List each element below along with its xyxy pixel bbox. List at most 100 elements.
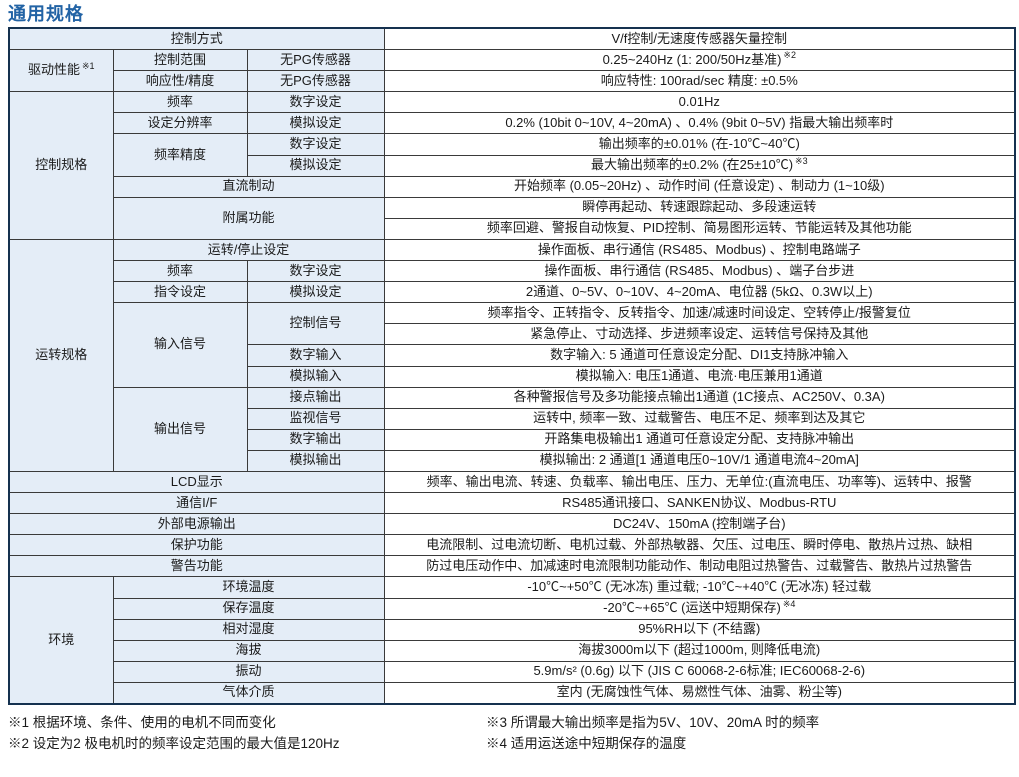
spec-label-cell: 设定分辨率 [112, 112, 248, 135]
spec-label-cell: 保护功能 [8, 534, 385, 557]
spec-value-cell: 防过电压动作中、加减速时电流限制功能动作、制动电阻过热警告、过载警告、散热片过热… [383, 555, 1016, 578]
spec-row: 数字输入 数字输入: 5 通道可任意设定分配、DI1支持脉冲输入 [9, 344, 1016, 367]
spec-row: 海拔 海拔3000m以下 (超过1000m, 则降低电流) [9, 639, 1016, 662]
spec-label-cell: 响应性/精度 [112, 70, 248, 93]
spec-value-cell: 操作面板、串行通信 (RS485、Modbus) 、端子台步进 [383, 260, 1016, 283]
spec-row: 控制方式 V/f控制/无速度传感器矢量控制 [8, 27, 1016, 51]
footnote-marker: ※1 [81, 60, 95, 71]
spec-row: 直流制动 开始频率 (0.05~20Hz) 、动作时间 (任意设定) 、制动力 (… [9, 175, 1016, 198]
spec-value-cell: 频率指令、正转指令、反转指令、加速/减速时间设定、空转停止/报警复位 [383, 302, 1016, 325]
spec-row: 频率精度 数字设定 输出频率的±0.01% (在-10℃~40℃) [9, 133, 1016, 177]
spec-value-cell: 瞬停再起动、转速跟踪起动、多段速运转 [383, 196, 1016, 219]
spec-label-cell: 直流制动 [112, 175, 385, 198]
spec-value-cell: 数字输入: 5 通道可任意设定分配、DI1支持脉冲输入 [383, 344, 1016, 367]
spec-label-cell: 警告功能 [8, 555, 385, 578]
spec-value-cell: 各种警报信号及多功能接点输出1通道 (1C接点、AC250V、0.3A) [383, 386, 1016, 409]
spec-value-cell: 0.25~240Hz (1: 200/50Hz基准) ※2 [383, 49, 1016, 72]
spec-value-cell: 开路集电极输出1 通道可任意设定分配、支持脉冲输出 [383, 428, 1016, 451]
spec-value-cell: 模拟输入: 电压1通道、电流·电压兼用1通道 [383, 365, 1016, 388]
spec-label-cell: 控制规格 [8, 91, 114, 240]
spec-label-cell: 数字设定 [246, 133, 385, 156]
spec-value-cell: 海拔3000m以下 (超过1000m, 则降低电流) [383, 639, 1016, 662]
spec-row: 通信I/F RS485通讯接口、SANKEN协议、Modbus-RTU [8, 492, 1016, 515]
spec-label-cell: 外部电源输出 [8, 513, 385, 536]
spec-label-cell: 环境温度 [112, 576, 385, 599]
spec-label-cell: 接点输出 [246, 386, 385, 409]
spec-row: 保存温度 -20℃~+65℃ (运送中短期保存) ※4 [9, 597, 1016, 620]
spec-value-cell: 0.2% (10bit 0~10V, 4~20mA) 、0.4% (9bit 0… [383, 112, 1016, 135]
spec-row: 频率回避、警报自动恢复、PID控制、简易图形运转、节能运转及其他功能 [9, 217, 1016, 240]
footnote-marker: ※3 [795, 155, 808, 166]
spec-label-cell: 数字设定 [246, 91, 385, 114]
spec-label-cell: 指令设定 [112, 281, 248, 304]
spec-value-cell: 频率、输出电流、转速、负载率、输出电压、压力、无单位:(直流电压、功率等)、运转… [383, 470, 1016, 494]
spec-row: 输出信号 接点输出 各种警报信号及多功能接点输出1通道 (1C接点、AC250V、0… [9, 386, 1016, 472]
spec-value-cell: -10℃~+50℃ (无冰冻) 重过载; -10℃~+40℃ (无冰冻) 轻过载 [383, 576, 1016, 599]
spec-label-cell: 模拟输出 [246, 449, 385, 472]
spec-label-cell: 相对湿度 [112, 618, 385, 641]
spec-row: 模拟输入 模拟输入: 电压1通道、电流·电压兼用1通道 [9, 365, 1016, 388]
spec-value-cell: 运转中, 频率一致、过载警告、电压不足、频率到达及其它 [383, 407, 1016, 430]
spec-label-cell: 运转规格 [8, 238, 114, 472]
spec-label-cell: 通信I/F [8, 492, 385, 515]
spec-value-cell: 0.01Hz [383, 91, 1016, 114]
spec-label-cell: 保存温度 [112, 597, 385, 620]
spec-label-cell: 模拟设定 [246, 154, 385, 177]
spec-row: 响应性/精度 无PG传感器 响应特性: 100rad/sec 精度: ±0.5% [9, 70, 1016, 93]
spec-row: 保护功能 电流限制、过电流切断、电机过载、外部热敏器、欠压、过电压、瞬时停电、散热… [8, 534, 1016, 557]
spec-label-cell: 无PG传感器 [246, 49, 385, 72]
spec-value-cell: V/f控制/无速度传感器矢量控制 [383, 27, 1016, 51]
spec-label-cell: 频率精度 [112, 133, 248, 177]
spec-row: 设定分辨率 模拟设定 0.2% (10bit 0~10V, 4~20mA) 、0.4… [9, 112, 1016, 135]
footnote-line: ※2 设定为2 极电机时的频率设定范围的最大值是120Hz [8, 736, 340, 751]
footnote-line: ※4 适用运送途中短期保存的温度 [486, 736, 687, 751]
footnotes-right-column: ※3 所谓最大输出频率是指为5V、10V、20mA 时的频率 ※4 适用运送途中… [486, 712, 1014, 754]
spec-row: 指令设定 模拟设定 2通道、0~5V、0~10V、4~20mA、电位器 (5kΩ、0… [9, 281, 1016, 304]
spec-row: 外部电源输出 DC24V、150mA (控制端子台) [8, 513, 1016, 536]
spec-value-cell: 95%RH以下 (不结露) [383, 618, 1016, 641]
spec-row: 附属功能 瞬停再起动、转速跟踪起动、多段速运转 [9, 196, 1016, 240]
spec-row: 相对湿度 95%RH以下 (不结露) [9, 618, 1016, 641]
spec-row: 驱动性能 ※1 控制范围 无PG传感器 0.25~240Hz (1: 200/50Hz基… [8, 49, 1016, 93]
spec-row: 运转规格 运转/停止设定 操作面板、串行通信 (RS485、Modbus) 、控制电… [8, 238, 1016, 472]
spec-value-cell: -20℃~+65℃ (运送中短期保存) ※4 [383, 597, 1016, 620]
spec-label-cell: 控制方式 [8, 27, 385, 51]
spec-label-cell: 附属功能 [112, 196, 385, 240]
spec-value-cell: RS485通讯接口、SANKEN协议、Modbus-RTU [383, 492, 1016, 515]
spec-label-cell: 频率 [112, 91, 248, 114]
footnote-line: ※3 所谓最大输出频率是指为5V、10V、20mA 时的频率 [486, 715, 820, 730]
spec-label-cell: 模拟设定 [246, 281, 385, 304]
spec-value-cell: DC24V、150mA (控制端子台) [383, 513, 1016, 536]
spec-value-cell: 室内 (无腐蚀性气体、易燃性气体、油雾、粉尘等) [383, 681, 1016, 705]
spec-label-cell: 输入信号 [112, 302, 248, 388]
footnote-marker: ※2 [783, 50, 796, 61]
spec-value-cell: 5.9m/s² (0.6g) 以下 (JIS C 60068-2-6标准; IE… [383, 660, 1016, 683]
spec-row: 控制规格 频率 数字设定 0.01Hz [8, 91, 1016, 240]
spec-page: 通用规格 控制方式 V/f控制/无速度传感器矢量控制 驱动性能 ※1 控制范围 无PG传感… [8, 4, 1017, 754]
spec-row: 气体介质 室内 (无腐蚀性气体、易燃性气体、油雾、粉尘等) [9, 681, 1016, 705]
spec-label-cell: 振动 [112, 660, 385, 683]
spec-value-cell: 操作面板、串行通信 (RS485、Modbus) 、控制电路端子 [383, 238, 1016, 262]
spec-row: 输入信号 控制信号 频率指令、正转指令、反转指令、加速/减速时间设定、空转停止/报警… [9, 302, 1016, 388]
spec-label-cell: 控制范围 [112, 49, 248, 72]
spec-value-cell: 电流限制、过电流切断、电机过载、外部热敏器、欠压、过电压、瞬时停电、散热片过热、… [383, 534, 1016, 557]
spec-label-cell: LCD显示 [8, 470, 385, 494]
spec-label-cell: 数字输入 [246, 344, 385, 367]
footnote-line: ※1 根据环境、条件、使用的电机不同而变化 [8, 715, 276, 730]
spec-row: 模拟设定 最大输出频率的±0.2% (在25±10℃) ※3 [9, 154, 1016, 177]
spec-label-cell: 频率 [112, 260, 248, 283]
spec-value-cell: 开始频率 (0.05~20Hz) 、动作时间 (任意设定) 、制动力 (1~10… [383, 175, 1016, 198]
spec-row: LCD显示 频率、输出电流、转速、负载率、输出电压、压力、无单位:(直流电压、功率… [8, 470, 1016, 494]
spec-value-cell: 2通道、0~5V、0~10V、4~20mA、电位器 (5kΩ、0.3W以上) [383, 281, 1016, 304]
spec-row: 警告功能 防过电压动作中、加减速时电流限制功能动作、制动电阻过热警告、过载警告、散… [8, 555, 1016, 578]
spec-label-cell: 数字设定 [246, 260, 385, 283]
spec-label-cell: 运转/停止设定 [112, 238, 385, 262]
spec-label-cell: 无PG传感器 [246, 70, 385, 93]
spec-table: 控制方式 V/f控制/无速度传感器矢量控制 驱动性能 ※1 控制范围 无PG传感器 0.25… [8, 27, 1017, 705]
spec-value-cell: 输出频率的±0.01% (在-10℃~40℃) [383, 133, 1016, 156]
spec-label-cell: 模拟设定 [246, 112, 385, 135]
spec-row: 模拟输出 模拟输出: 2 通道[1 通道电压0~10V/1 通道电流4~20mA] [9, 449, 1016, 472]
spec-label-cell: 气体介质 [112, 681, 385, 705]
spec-value-cell: 模拟输出: 2 通道[1 通道电压0~10V/1 通道电流4~20mA] [383, 449, 1016, 472]
spec-label-cell: 控制信号 [246, 302, 385, 346]
